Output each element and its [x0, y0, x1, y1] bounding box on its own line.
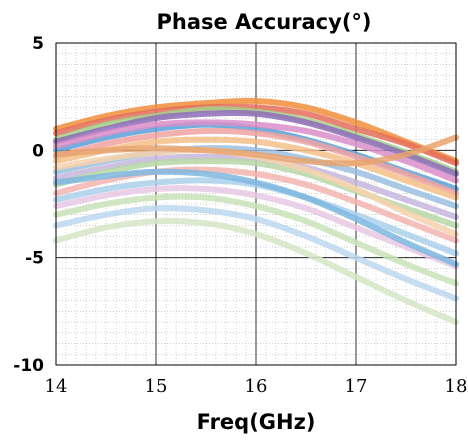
x-tick-label: 15	[145, 376, 168, 397]
series-line-14	[53, 185, 459, 270]
plot-frame	[55, 42, 457, 366]
series-line-17	[53, 217, 459, 326]
series-line-16	[53, 205, 459, 302]
x-axis-label: Freq(GHz)	[197, 410, 316, 434]
series-line-20	[53, 134, 459, 167]
x-tick-label: 16	[245, 376, 268, 397]
x-tick-label: 17	[345, 376, 368, 397]
series-line-4	[53, 110, 459, 177]
x-tick-labels: 14 15 16 17 18	[45, 376, 468, 397]
y-tick-labels: 5 0 -5 -10	[13, 34, 44, 376]
x-tick-label: 18	[445, 376, 468, 397]
series-line-15	[53, 193, 459, 287]
x-tick-label: 14	[45, 376, 68, 397]
y-tick-label: -10	[13, 356, 44, 376]
y-tick-label: 5	[32, 34, 44, 54]
y-tick-label: 0	[32, 141, 44, 161]
y-tick-label: -5	[25, 249, 44, 269]
series-group	[53, 97, 459, 326]
series-line-6	[53, 127, 459, 197]
series-line-2	[53, 103, 459, 167]
series-line-19	[53, 168, 459, 268]
series-line-1	[53, 97, 459, 165]
chart-title: Phase Accuracy(°)	[156, 10, 371, 34]
